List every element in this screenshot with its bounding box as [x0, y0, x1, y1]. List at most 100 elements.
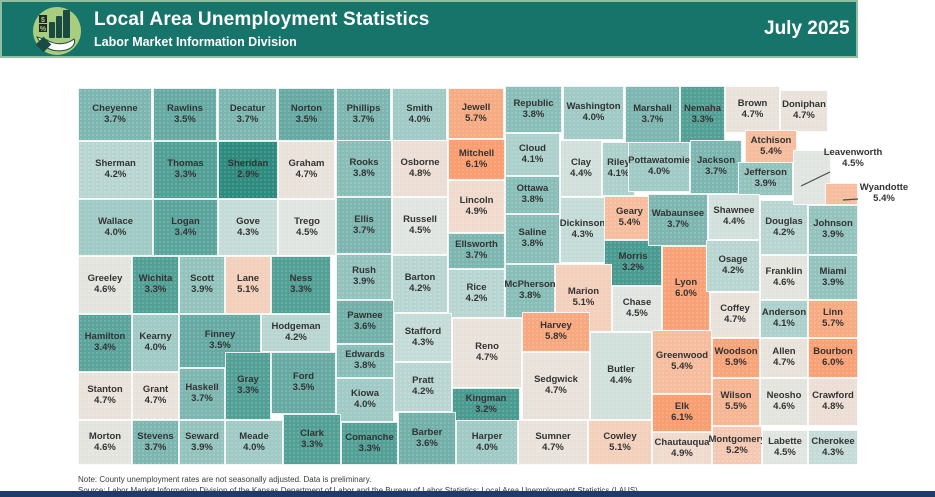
county-sheridan: Sheridan 2.9% — [218, 141, 278, 199]
county-name-label: Cheyenne — [92, 102, 138, 114]
county-name-label: Saline — [518, 227, 547, 239]
county-rate-label: 4.7% — [724, 314, 746, 325]
county-rate-label: 2.9% — [237, 169, 259, 180]
county-cheyenne: Cheyenne 3.7% — [78, 88, 152, 141]
county-name-label: Osage — [718, 254, 748, 266]
county-name-label: Dickinson — [559, 218, 606, 230]
county-pratt: Pratt 4.2% — [394, 362, 452, 412]
county-rate-label: 4.0% — [476, 441, 498, 453]
county-name-label: Stevens — [137, 430, 174, 442]
county-miami: Miami 3.9% — [808, 255, 858, 300]
county-rate-label: 3.7% — [667, 219, 689, 230]
county-name-label: Stanton — [87, 384, 123, 396]
county-rate-label: 4.7% — [793, 110, 815, 121]
county-rate-label: 6.1% — [671, 412, 693, 423]
county-rate-label: 3.7% — [191, 393, 213, 404]
county-rate-label: 3.4% — [94, 342, 116, 353]
county-name-label: Wichita — [138, 273, 173, 285]
county-name-label: Ottawa — [516, 183, 549, 195]
county-name-label: Lane — [236, 273, 260, 285]
county-name-label: Chautauqua — [654, 436, 710, 448]
county-name-label: Lincoln — [459, 194, 494, 206]
county-johnson: Johnson 3.9% — [808, 205, 858, 255]
county-rate-label: 4.9% — [671, 447, 693, 459]
county-smith: Smith 4.0% — [392, 88, 447, 141]
county-clay: Clay 4.4% — [560, 140, 602, 197]
county-name-label: Kiowa — [351, 388, 379, 400]
county-rate-label: 5.5% — [725, 401, 747, 412]
county-rate-label: 3.8% — [521, 238, 544, 249]
county-morris: Morris 3.2% — [604, 240, 662, 286]
county-ness: Ness 3.3% — [271, 256, 331, 314]
county-name-label: Montgomery — [708, 433, 766, 445]
county-name-label: Pratt — [412, 375, 434, 387]
county-norton: Norton 3.5% — [278, 88, 335, 141]
county-name-label: Jackson — [696, 155, 736, 167]
county-ottawa: Ottawa 3.8% — [505, 176, 560, 214]
county-marshall: Marshall 3.7% — [625, 86, 680, 144]
county-lyon: Lyon 6.0% — [662, 246, 710, 332]
county-jackson: Jackson 3.7% — [690, 140, 742, 194]
hand-holding-bar-chart-icon: $ % — [33, 7, 81, 55]
county-reno: Reno 4.7% — [452, 318, 522, 388]
county-rate-label: 4.7% — [773, 357, 795, 368]
county-name-label: Smith — [406, 102, 433, 114]
county-rate-label: 3.7% — [353, 224, 375, 236]
county-morton: Morton 4.6% — [78, 420, 132, 465]
county-rate-label: 4.2% — [409, 283, 431, 294]
county-rate-label: 3.2% — [475, 404, 497, 415]
county-shawnee: Shawnee 4.4% — [708, 194, 760, 240]
county-name-label: Wabaunsee — [651, 208, 705, 220]
county-name-label: Osborne — [400, 156, 440, 168]
county-rate-label: 4.7% — [144, 395, 167, 406]
county-osborne: Osborne 4.8% — [392, 140, 448, 197]
county-rate-label: 4.2% — [285, 332, 307, 343]
county-gove: Gove 4.3% — [218, 199, 278, 256]
county-rate-label: 4.9% — [465, 205, 488, 217]
county-rate-label: 3.9% — [353, 276, 375, 287]
county-cloud: Cloud 4.1% — [505, 133, 560, 176]
county-rate-label: 3.7% — [104, 113, 126, 125]
map-note: Note: County unemployment rates are not … — [78, 475, 372, 484]
county-name-label: Finney — [204, 329, 236, 341]
county-rate-label: 5.1% — [237, 284, 259, 295]
county-name-label: Grant — [142, 384, 169, 396]
page-subtitle: Labor Market Information Division — [94, 35, 297, 49]
county-grant: Grant 4.7% — [132, 372, 179, 420]
county-rate-label: 4.5% — [296, 226, 318, 238]
county-rate-label: 3.8% — [354, 360, 376, 371]
county-franklin: Franklin 4.6% — [760, 255, 808, 300]
county-gray: Gray 3.3% — [225, 352, 271, 420]
county-rate-label: 4.3% — [412, 336, 434, 348]
bottom-bar — [0, 491, 935, 497]
county-rate-label: 4.2% — [104, 169, 127, 180]
county-douglas: Douglas 4.2% — [760, 200, 808, 255]
county-stafford: Stafford 4.3% — [394, 313, 452, 362]
county-name-label: Miami — [819, 265, 847, 277]
county-rate-label: 4.0% — [582, 112, 605, 123]
county-rate-label: 6.0% — [675, 288, 697, 299]
county-leavenworth — [793, 150, 831, 205]
county-name-label: Harper — [471, 430, 503, 442]
county-rate-label: 3.7% — [641, 114, 664, 125]
county-rate-label: 3.3% — [144, 284, 167, 295]
county-rate-label: 5.4% — [618, 217, 641, 228]
county-rate-label: 4.3% — [822, 446, 844, 458]
county-name-label: Sherman — [95, 158, 136, 170]
county-name-label: Shawnee — [713, 205, 755, 217]
county-elk: Elk 6.1% — [652, 394, 712, 432]
county-barber: Barber 3.6% — [398, 412, 456, 465]
county-name-label: Russell — [403, 214, 437, 226]
county-rate-label: 3.7% — [352, 113, 375, 125]
county-name-label: Logan — [171, 215, 200, 227]
county-name-label: Gove — [236, 215, 260, 227]
county-name-label: Thomas — [167, 158, 204, 170]
county-rate-label: 5.9% — [725, 357, 747, 368]
county-rate-label: 4.1% — [773, 318, 795, 329]
county-coffey: Coffey 4.7% — [710, 292, 760, 338]
county-wabaunsee: Wabaunsee 3.7% — [648, 194, 708, 246]
county-name-label: Ellsworth — [455, 239, 498, 251]
county-name-label: Sedgwick — [534, 374, 578, 386]
county-name-label: Clay — [570, 156, 592, 168]
county-rate-label: 3.9% — [191, 284, 213, 295]
